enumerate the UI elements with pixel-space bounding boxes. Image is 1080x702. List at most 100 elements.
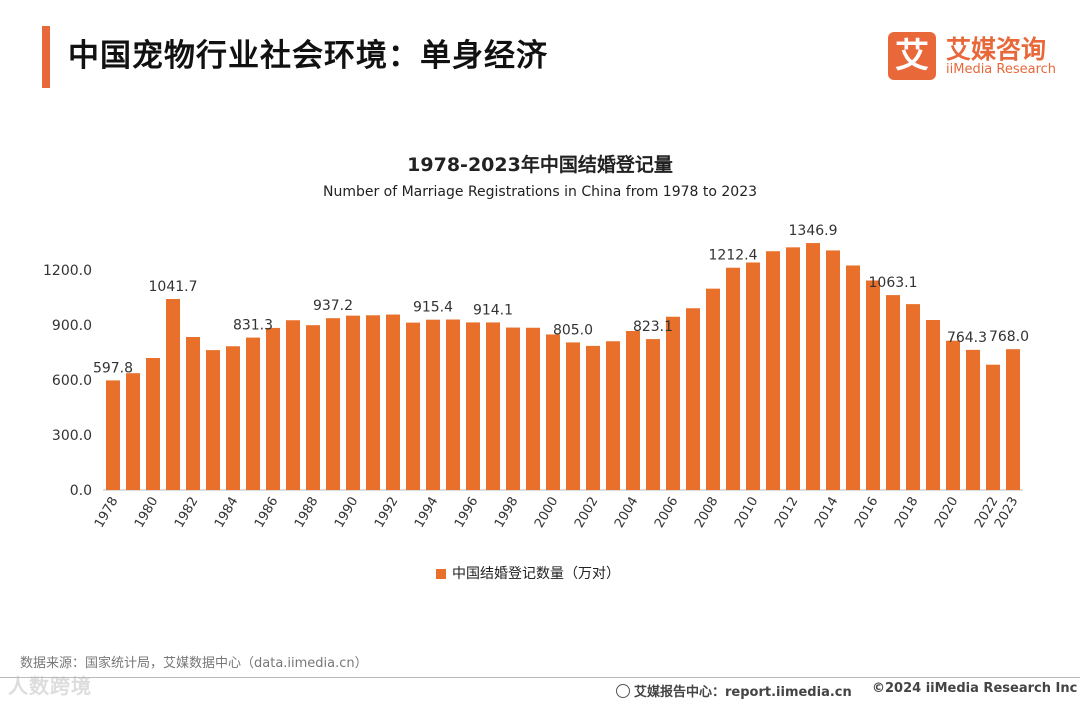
page-title: 中国宠物行业社会环境：单身经济	[68, 38, 548, 74]
x-tick-label: 1988	[292, 495, 322, 531]
bar-2002	[586, 345, 600, 490]
x-tick-label: 1982	[172, 495, 202, 531]
bar-1991	[366, 315, 380, 490]
bar-1979	[126, 373, 140, 490]
x-tick-label: 2016	[852, 495, 882, 531]
legend-swatch-icon	[436, 569, 446, 579]
bar-2007	[686, 308, 700, 490]
bar-2012	[786, 247, 800, 490]
x-tick-label: 1998	[492, 495, 522, 531]
legend-label: 中国结婚登记数量（万对）	[452, 566, 620, 582]
bar-2020	[946, 340, 960, 490]
footer-site-text: 艾媒报告中心：report.iimedia.cn	[634, 685, 852, 700]
footer-divider	[0, 677, 1080, 678]
data-label-2013: 1346.9	[789, 223, 838, 239]
logo-text-cn: 艾媒咨询	[946, 35, 1047, 64]
x-tick-label: 1980	[132, 495, 162, 531]
data-label-1981: 1041.7	[149, 279, 198, 295]
bar-1987	[286, 320, 300, 490]
data-label-2005: 823.1	[633, 319, 673, 335]
data-label-1978: 597.8	[93, 360, 133, 376]
bar-1980	[146, 358, 160, 490]
footer-copyright: ©2024 iiMedia Research Inc	[872, 681, 1078, 696]
bar-1989	[326, 318, 340, 490]
globe-icon	[616, 684, 630, 698]
data-label-1994: 915.4	[413, 300, 453, 316]
bar-2003	[606, 341, 620, 490]
chart-legend: 中国结婚登记数量（万对）	[436, 563, 620, 583]
bar-1992	[386, 314, 400, 490]
x-tick-label: 2002	[572, 495, 602, 531]
x-tick-label: 1984	[212, 495, 242, 531]
x-tick-label: 1992	[372, 495, 402, 531]
bar-1985	[246, 337, 260, 490]
bar-2016	[866, 280, 880, 490]
brand-logo: 艾 艾媒咨询 iiMedia Research	[888, 30, 1068, 82]
bar-1999	[526, 327, 540, 490]
x-tick-label: 2012	[772, 495, 802, 531]
bar-1993	[406, 322, 420, 490]
bar-1982	[186, 337, 200, 490]
y-tick-label: 1200.0	[43, 263, 92, 279]
bar-2014	[826, 250, 840, 490]
logo-mark-icon: 艾	[888, 32, 936, 80]
x-tick-label: 1986	[252, 495, 282, 531]
x-tick-label: 1994	[412, 495, 442, 531]
bar-2015	[846, 265, 860, 490]
y-tick-label: 0.0	[70, 483, 92, 499]
x-tick-label: 2006	[652, 495, 682, 531]
bar-1984	[226, 346, 240, 490]
watermark-text: 人数跨境	[8, 674, 92, 698]
bar-2010	[746, 262, 760, 490]
data-label-2021: 764.3	[947, 330, 987, 346]
footer-report-link[interactable]: 艾媒报告中心：report.iimedia.cn	[616, 681, 852, 700]
y-tick-label: 600.0	[52, 373, 92, 389]
bar-2008	[706, 288, 720, 490]
bar-1995	[446, 319, 460, 490]
data-label-2009: 1212.4	[709, 248, 758, 264]
data-label-1985: 831.3	[233, 318, 273, 334]
bar-2013	[806, 243, 820, 490]
bar-1990	[346, 315, 360, 490]
bar-1997	[486, 322, 500, 490]
bar-2023	[1006, 349, 1020, 490]
data-label-1989: 937.2	[313, 298, 353, 314]
x-tick-label: 2018	[892, 495, 922, 531]
bar-2001	[566, 342, 580, 490]
bar-1978	[106, 380, 120, 490]
x-tick-label: 1978	[92, 495, 122, 531]
bar-1994	[426, 319, 440, 490]
bar-2019	[926, 319, 940, 490]
y-tick-label: 300.0	[52, 428, 92, 444]
bar-2006	[666, 316, 680, 490]
x-tick-label: 2000	[532, 495, 562, 531]
bar-2005	[646, 339, 660, 490]
bar-1998	[506, 327, 520, 490]
x-tick-label: 1990	[332, 495, 362, 531]
bar-1981	[166, 299, 180, 490]
x-tick-label: 2010	[732, 495, 762, 531]
bar-2000	[546, 334, 560, 490]
y-tick-label: 900.0	[52, 318, 92, 334]
chart-subtitle: Number of Marriage Registrations in Chin…	[322, 184, 758, 200]
x-tick-label: 2004	[612, 495, 642, 531]
x-tick-label: 2020	[932, 495, 962, 531]
data-label-2001: 805.0	[553, 322, 593, 338]
chart-title: 1978-2023年中国结婚登记量	[407, 154, 673, 176]
bar-2017	[886, 295, 900, 490]
data-label-2017: 1063.1	[869, 275, 918, 291]
x-tick-label: 2008	[692, 495, 722, 531]
bar-1988	[306, 325, 320, 490]
data-label-1997: 914.1	[473, 302, 513, 318]
bar-1996	[466, 322, 480, 490]
data-label-2023: 768.0	[989, 329, 1029, 345]
bar-1983	[206, 350, 220, 490]
data-source-note: 数据来源：国家统计局，艾媒数据中心（data.iimedia.cn）	[20, 656, 368, 671]
bar-2021	[966, 349, 980, 490]
bar-2011	[766, 251, 780, 490]
bar-1986	[266, 327, 280, 490]
bar-2009	[726, 267, 740, 490]
logo-text-en: iiMedia Research	[946, 62, 1057, 77]
bar-2004	[626, 331, 640, 490]
